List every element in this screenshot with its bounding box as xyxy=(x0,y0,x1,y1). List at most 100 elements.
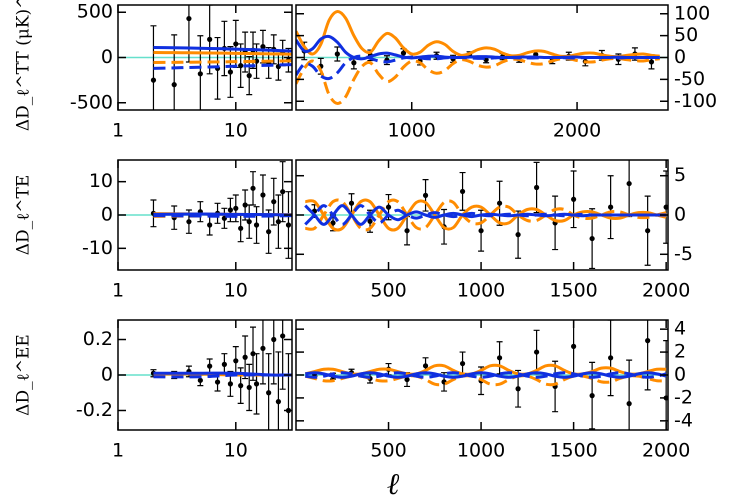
y-tick-label: 500 xyxy=(77,1,113,23)
data-point xyxy=(334,51,340,57)
y-tick-label: -2 xyxy=(674,386,693,408)
data-point xyxy=(227,381,234,387)
y-tick-label: 0 xyxy=(674,204,686,226)
data-point xyxy=(330,220,336,226)
data-point xyxy=(171,82,177,88)
data-point xyxy=(275,399,282,405)
y-tick-label: -4 xyxy=(674,409,693,431)
model-curve-dashed xyxy=(304,204,667,226)
data-point xyxy=(271,199,277,205)
x-tick-label: 10 xyxy=(224,440,248,462)
x-tick-label: 2000 xyxy=(642,280,690,302)
data-point xyxy=(186,15,192,22)
data-point xyxy=(280,333,286,339)
model-curve-dashed xyxy=(305,198,667,232)
data-point xyxy=(250,351,256,357)
y-tick-label: 0 xyxy=(101,204,113,226)
data-point xyxy=(280,189,286,195)
x-axis-label: ℓ xyxy=(387,467,400,502)
data-point xyxy=(422,363,429,369)
data-point xyxy=(207,363,213,369)
model-curve xyxy=(153,371,292,377)
data-point xyxy=(663,204,668,210)
data-point xyxy=(233,41,239,47)
model-curve-dashed xyxy=(153,373,292,379)
data-point xyxy=(246,384,252,391)
panel xyxy=(118,5,292,110)
panel xyxy=(118,320,292,430)
data-point xyxy=(221,361,227,367)
data-point xyxy=(266,229,272,235)
data-point xyxy=(645,338,651,344)
data-point xyxy=(227,207,234,213)
y-tick-label: -0.2 xyxy=(76,399,113,421)
data-point xyxy=(459,188,466,195)
data-point xyxy=(207,222,213,228)
data-point xyxy=(459,360,466,367)
x-tick-label: 1500 xyxy=(549,280,597,302)
data-point xyxy=(348,200,355,206)
y-tick-label: -5 xyxy=(674,243,693,265)
data-point xyxy=(285,222,292,228)
y-tick-label: 5 xyxy=(674,164,686,186)
data-point xyxy=(533,349,540,355)
y-tick-label: 2 xyxy=(674,341,686,363)
x-tick-label: 2000 xyxy=(642,440,690,462)
data-point xyxy=(367,218,373,224)
data-point xyxy=(275,219,282,225)
data-point xyxy=(242,202,248,208)
data-point xyxy=(260,345,266,351)
data-point xyxy=(186,219,192,225)
data-point xyxy=(266,390,272,396)
y-tick-label: 0 xyxy=(674,46,686,68)
model-curve xyxy=(296,10,660,59)
data-point xyxy=(214,379,221,385)
data-point xyxy=(233,205,239,211)
y-tick-label: -500 xyxy=(70,91,113,113)
data-point xyxy=(246,219,252,225)
data-point xyxy=(648,59,655,65)
y-tick-label: 50 xyxy=(674,24,698,46)
model-curve xyxy=(305,198,667,232)
data-point xyxy=(253,222,260,228)
y-tick-label: -100 xyxy=(674,90,717,112)
data-point xyxy=(400,50,407,56)
data-point xyxy=(197,71,203,77)
data-point xyxy=(233,358,239,364)
y-tick-label: 4 xyxy=(674,318,686,340)
data-point xyxy=(238,225,244,231)
data-point xyxy=(645,228,651,234)
y-tick-label: -10 xyxy=(82,237,113,259)
data-point xyxy=(227,69,234,75)
data-point xyxy=(626,180,632,187)
data-point xyxy=(207,36,213,42)
data-point xyxy=(626,401,632,407)
data-point xyxy=(271,336,277,343)
data-point xyxy=(589,235,595,242)
data-point xyxy=(496,200,503,206)
x-tick-label: 10 xyxy=(224,120,248,142)
model-curve-dashed xyxy=(296,56,660,105)
y-tick-label: 0 xyxy=(674,364,686,386)
data-point xyxy=(589,393,595,399)
model-curve xyxy=(153,212,292,217)
y-axis-label: ΔD_ℓ^TT (μK)^2 xyxy=(14,0,34,131)
data-point xyxy=(533,184,540,191)
data-point xyxy=(515,232,521,238)
model-curve-dashed xyxy=(305,371,667,379)
data-point xyxy=(253,381,260,387)
panel xyxy=(296,320,668,430)
data-point xyxy=(260,192,266,198)
data-point xyxy=(422,192,429,198)
y-tick-label: -50 xyxy=(674,68,705,90)
y-tick-label: 10 xyxy=(89,170,113,192)
data-point xyxy=(571,343,577,349)
y-tick-label: 0.2 xyxy=(83,328,113,350)
data-point xyxy=(404,228,410,234)
data-point xyxy=(238,63,244,69)
panel xyxy=(118,161,292,259)
data-point xyxy=(515,386,521,392)
data-point xyxy=(150,77,157,83)
panel xyxy=(296,160,668,270)
